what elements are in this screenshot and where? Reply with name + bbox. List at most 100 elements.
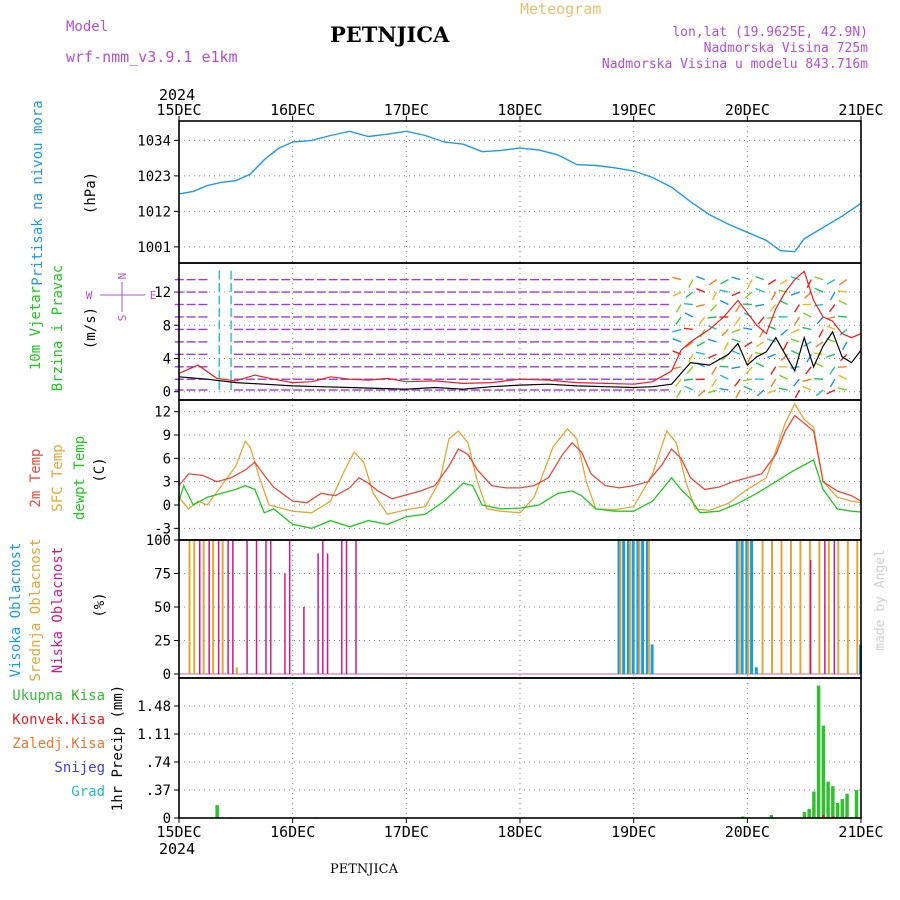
wind-arrow [675, 304, 682, 313]
dewpt-title: dewpt Temp [72, 436, 88, 520]
wind-arrow [818, 329, 824, 338]
wind-arrow [731, 328, 741, 334]
wind-arrow [826, 389, 836, 395]
cloud-high-bar [626, 540, 630, 674]
wind-arrow [744, 291, 753, 299]
wind-arrow [804, 291, 812, 299]
wind-arrow [828, 304, 836, 313]
cloud-low-bar [284, 573, 286, 674]
wind-arrow [735, 389, 741, 399]
precip-total-bar [835, 802, 840, 818]
wind-arrow [747, 279, 753, 288]
wind-arrow [815, 389, 824, 397]
wind-arrow [708, 353, 717, 359]
wind-arrow [721, 328, 729, 337]
precip-total-bar [826, 781, 830, 818]
wind-gust-line [178, 270, 862, 385]
wind-arrow [790, 291, 800, 296]
wind-arrow [802, 378, 812, 382]
y-tick-label: 1034 [137, 133, 171, 149]
wind-arrow [837, 290, 847, 293]
wind-arrow [815, 341, 824, 348]
cloud-low-bar [255, 540, 258, 674]
wind-arrow [698, 316, 706, 325]
pressure-line [178, 130, 862, 253]
cloud-low-bar [809, 560, 812, 674]
wind-arrow [779, 374, 788, 380]
y-tick-label: .74 [146, 755, 171, 771]
wind-arrow [695, 303, 705, 308]
wind-arrow [782, 341, 789, 351]
wind-arrow [814, 377, 824, 380]
wind-arrow [766, 338, 776, 343]
x-tick-label-bottom: 20DEC [725, 823, 770, 841]
wind-arrow [710, 378, 718, 388]
y-tick-label: 50 [154, 600, 171, 616]
precip-total-bar [845, 793, 849, 818]
wind-arrow [790, 276, 800, 281]
wind-arrow [767, 279, 777, 286]
cloud-low-bar [288, 540, 291, 674]
cloud-mid-bar [818, 540, 821, 674]
wind-arrow [755, 275, 765, 281]
wind-arrow [755, 362, 765, 368]
precip-legend-item: Konvek.Kisa [12, 712, 105, 728]
wind-arrow [731, 291, 741, 297]
y-tick-label: 0 [163, 811, 171, 827]
wind-arrow [794, 316, 801, 325]
wind-arrow [719, 387, 729, 391]
wind-arrow [696, 288, 705, 293]
wind-arrow [720, 374, 729, 380]
precip-total-bar [831, 786, 835, 818]
wind-arrow [838, 279, 848, 286]
wind-arrow [743, 378, 753, 382]
cloud-high-bar [735, 540, 739, 674]
cloud-mid-bar [747, 540, 750, 674]
wind-arrow [814, 303, 824, 307]
wind-arrow [839, 328, 848, 336]
x-tick-label-top: 21DEC [838, 101, 883, 119]
cloud-low-bar [345, 540, 348, 674]
cloud-mid-bar [647, 540, 650, 674]
cloud-high-bar [622, 540, 626, 674]
temp2m-line [178, 414, 862, 504]
cloud-low-bar [341, 540, 343, 674]
temp2m-title: 2m Temp [28, 448, 44, 507]
wind-title-2: Brzina i Pravac [50, 265, 66, 391]
wind-speed-line [178, 330, 862, 390]
y-tick-label: 1012 [137, 204, 171, 220]
wind-arrow [814, 352, 824, 356]
y-tick-label: 0 [163, 667, 171, 683]
wind-arrow [672, 276, 682, 281]
precip-conv-bar [822, 814, 825, 818]
model-label: Model [66, 19, 109, 35]
wind-arrow [719, 289, 729, 293]
x-tick-label-top: 19DEC [611, 101, 656, 119]
sfc-temp-title: SFC Temp [50, 444, 66, 511]
wind-arrow [684, 312, 694, 318]
wind-arrow [802, 385, 812, 391]
wind-arrow [731, 276, 741, 281]
wind-arrow [793, 304, 801, 313]
wind-arrow [711, 291, 718, 301]
precip-title: 1hr Precip (mm) [110, 685, 126, 811]
x-tick-label-bottom: 17DEC [384, 823, 429, 841]
wind-arrow [780, 328, 789, 336]
y-tick-label: 1023 [137, 169, 171, 185]
wind-arrow [711, 366, 718, 375]
pressure-title: Pritisak na nivou mora [30, 100, 46, 285]
cloud-mid-bar [619, 540, 622, 674]
cloud-low-bar [246, 540, 248, 674]
wind-arrow [802, 326, 812, 331]
cloud-low-bar [824, 540, 826, 674]
wind-arrow [675, 389, 682, 399]
wind-arrow [802, 312, 812, 318]
x-tick-label-bottom: 15DEC [156, 823, 201, 841]
x-tick-label-top: 17DEC [384, 101, 429, 119]
wind-arrow [829, 378, 836, 388]
cloud-mid-bar [221, 540, 224, 674]
wind-arrow [814, 287, 824, 293]
y-tick-label: 1.11 [137, 727, 171, 743]
wind-arrow [793, 378, 800, 387]
cloud-mid-bar [780, 540, 783, 674]
